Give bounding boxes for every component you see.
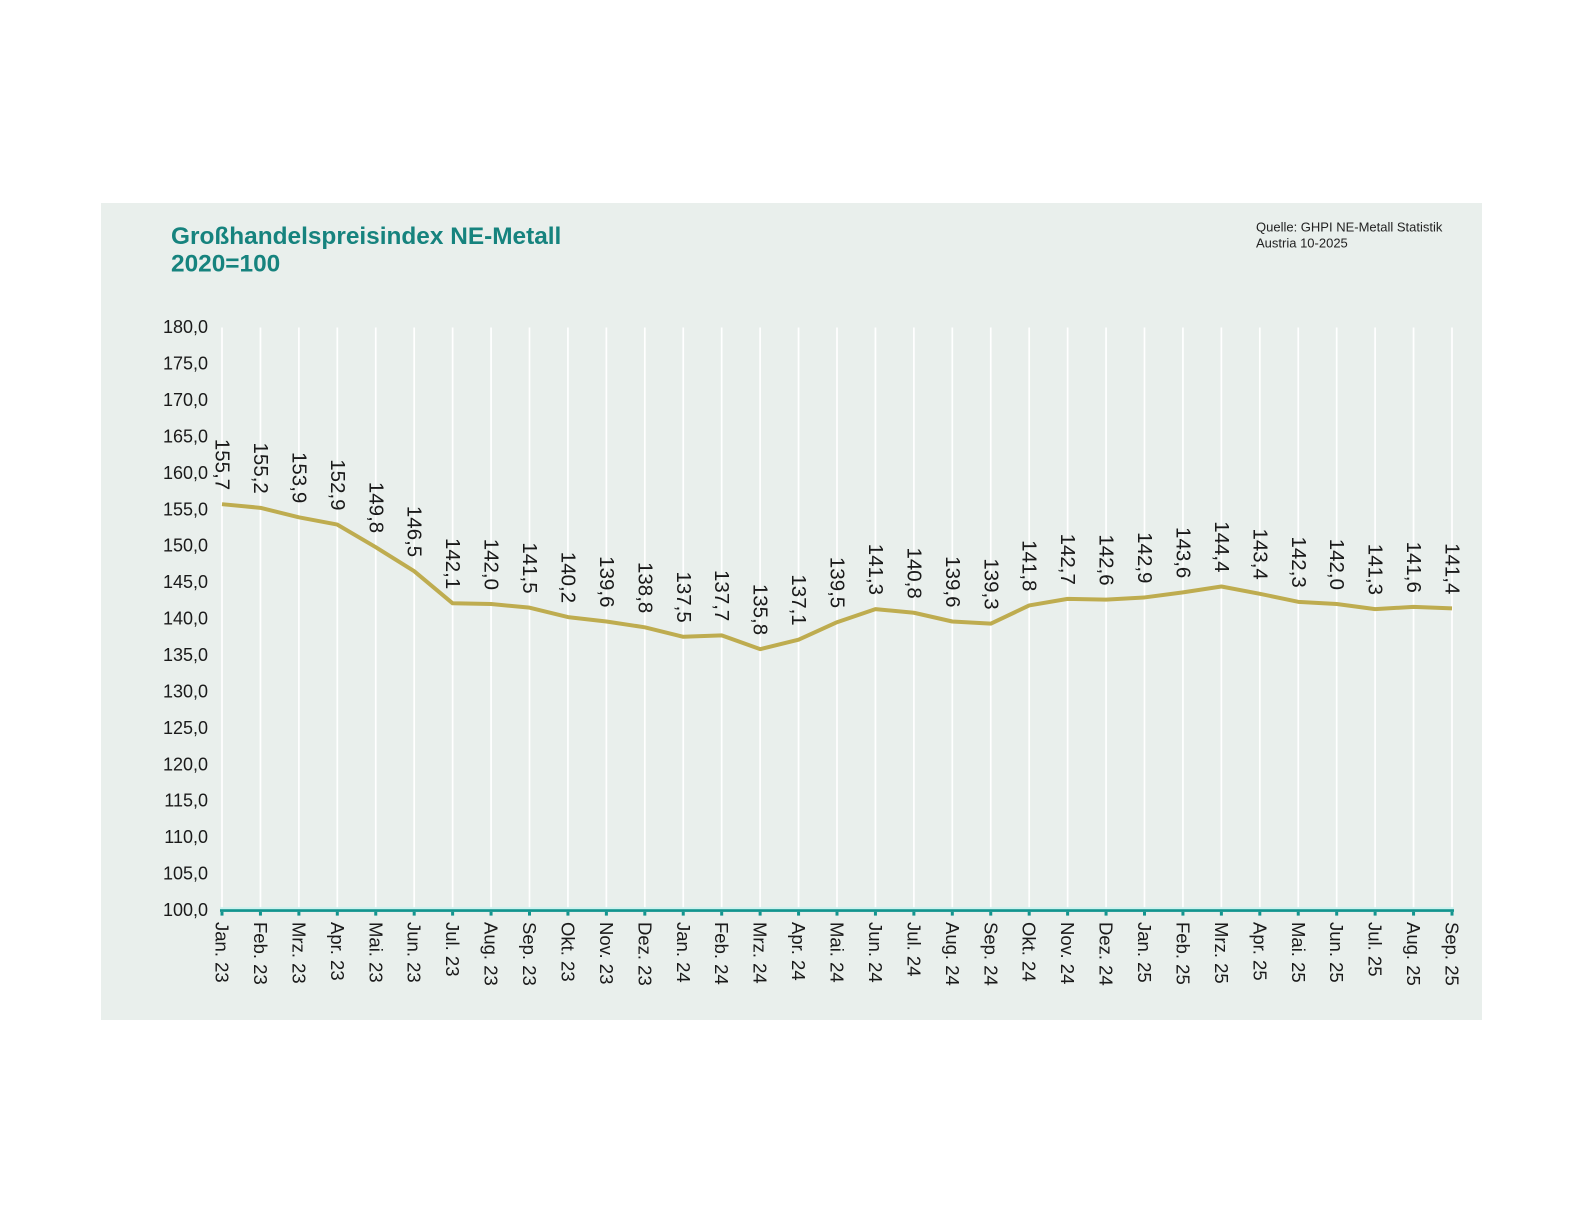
svg-text:144,4: 144,4 — [1210, 521, 1233, 572]
svg-text:142,0: 142,0 — [480, 539, 503, 590]
svg-text:Jun. 24: Jun. 24 — [865, 922, 886, 983]
svg-text:Jan. 24: Jan. 24 — [673, 922, 694, 983]
svg-text:146,5: 146,5 — [403, 506, 426, 557]
svg-text:141,3: 141,3 — [864, 544, 887, 595]
svg-text:135,0: 135,0 — [163, 645, 208, 665]
svg-text:Nov. 24: Nov. 24 — [1057, 922, 1078, 984]
svg-text:Feb. 25: Feb. 25 — [1172, 922, 1193, 985]
svg-text:Aug. 24: Aug. 24 — [942, 922, 963, 986]
svg-text:Feb. 24: Feb. 24 — [711, 922, 732, 985]
svg-text:105,0: 105,0 — [163, 864, 208, 884]
svg-text:153,9: 153,9 — [287, 452, 310, 503]
svg-text:Sep. 23: Sep. 23 — [519, 922, 540, 986]
svg-text:130,0: 130,0 — [163, 681, 208, 701]
svg-text:142,7: 142,7 — [1056, 534, 1079, 585]
svg-text:141,3: 141,3 — [1364, 544, 1387, 595]
svg-text:155,0: 155,0 — [163, 499, 208, 519]
svg-text:Dez. 24: Dez. 24 — [1096, 922, 1117, 986]
svg-text:2020=100: 2020=100 — [171, 250, 280, 277]
svg-text:Jun. 23: Jun. 23 — [404, 922, 425, 983]
svg-text:145,0: 145,0 — [163, 572, 208, 592]
svg-text:150,0: 150,0 — [163, 536, 208, 556]
svg-text:140,8: 140,8 — [902, 547, 925, 598]
svg-text:141,5: 141,5 — [518, 542, 541, 593]
svg-text:Jul. 23: Jul. 23 — [442, 922, 463, 977]
svg-text:Jul. 24: Jul. 24 — [903, 922, 924, 977]
svg-text:141,8: 141,8 — [1018, 540, 1041, 591]
svg-text:139,6: 139,6 — [595, 556, 618, 607]
svg-text:155,7: 155,7 — [211, 439, 234, 490]
svg-text:Nov. 23: Nov. 23 — [596, 922, 617, 984]
svg-text:155,2: 155,2 — [249, 443, 272, 494]
svg-text:139,3: 139,3 — [979, 558, 1002, 609]
svg-text:Sep. 24: Sep. 24 — [980, 922, 1001, 986]
svg-text:142,9: 142,9 — [1133, 532, 1156, 583]
svg-text:142,3: 142,3 — [1287, 537, 1310, 588]
svg-text:140,2: 140,2 — [556, 552, 579, 603]
svg-text:Apr. 23: Apr. 23 — [327, 922, 348, 981]
svg-text:139,5: 139,5 — [826, 557, 849, 608]
svg-text:139,6: 139,6 — [941, 556, 964, 607]
svg-text:138,8: 138,8 — [633, 562, 656, 613]
svg-text:143,6: 143,6 — [1171, 527, 1194, 578]
svg-text:142,1: 142,1 — [441, 538, 464, 589]
svg-text:142,6: 142,6 — [1095, 534, 1118, 585]
svg-text:Apr. 24: Apr. 24 — [788, 922, 809, 981]
svg-text:143,4: 143,4 — [1248, 528, 1271, 579]
svg-text:175,0: 175,0 — [163, 354, 208, 374]
svg-text:Apr. 25: Apr. 25 — [1249, 922, 1270, 981]
svg-text:165,0: 165,0 — [163, 426, 208, 446]
svg-text:Dez. 23: Dez. 23 — [634, 922, 655, 986]
svg-text:152,9: 152,9 — [326, 459, 349, 510]
svg-text:Mrz. 25: Mrz. 25 — [1211, 922, 1232, 984]
svg-text:141,6: 141,6 — [1402, 542, 1425, 593]
svg-text:Mrz. 23: Mrz. 23 — [288, 922, 309, 984]
svg-text:Mai. 23: Mai. 23 — [365, 922, 386, 983]
svg-text:Sep. 25: Sep. 25 — [1442, 922, 1463, 986]
svg-text:170,0: 170,0 — [163, 390, 208, 410]
svg-text:110,0: 110,0 — [164, 827, 208, 847]
svg-text:100,0: 100,0 — [163, 900, 208, 920]
svg-text:160,0: 160,0 — [163, 463, 208, 483]
svg-text:137,7: 137,7 — [710, 570, 733, 621]
svg-text:Jul. 25: Jul. 25 — [1365, 922, 1386, 977]
svg-text:149,8: 149,8 — [364, 482, 387, 533]
svg-text:Aug. 25: Aug. 25 — [1403, 922, 1424, 986]
svg-text:Quelle: GHPI NE-Metall Statist: Quelle: GHPI NE-Metall Statistik — [1256, 220, 1443, 235]
svg-text:Okt. 24: Okt. 24 — [1019, 922, 1040, 982]
svg-text:Jan. 25: Jan. 25 — [1134, 922, 1155, 983]
svg-text:Mai. 24: Mai. 24 — [827, 922, 848, 983]
svg-text:120,0: 120,0 — [163, 754, 208, 774]
svg-text:Aug. 23: Aug. 23 — [481, 922, 502, 986]
svg-text:Mai. 25: Mai. 25 — [1288, 922, 1309, 983]
svg-text:Okt. 23: Okt. 23 — [557, 922, 578, 982]
svg-text:137,5: 137,5 — [672, 571, 695, 622]
svg-text:125,0: 125,0 — [163, 718, 208, 738]
svg-text:142,0: 142,0 — [1325, 539, 1348, 590]
svg-text:135,8: 135,8 — [749, 584, 772, 635]
svg-text:137,1: 137,1 — [787, 574, 810, 625]
svg-text:180,0: 180,0 — [163, 317, 208, 337]
svg-text:Großhandelspreisindex NE-Metal: Großhandelspreisindex NE-Metall — [171, 223, 561, 250]
svg-text:141,4: 141,4 — [1441, 543, 1464, 594]
svg-text:115,0: 115,0 — [164, 791, 208, 811]
svg-text:Jan. 23: Jan. 23 — [212, 922, 233, 983]
svg-text:Mrz. 24: Mrz. 24 — [750, 922, 771, 984]
svg-text:Jun. 25: Jun. 25 — [1326, 922, 1347, 983]
svg-text:Feb. 23: Feb. 23 — [250, 922, 271, 985]
svg-text:Austria 10-2025: Austria 10-2025 — [1256, 236, 1348, 251]
svg-text:140,0: 140,0 — [163, 609, 208, 629]
